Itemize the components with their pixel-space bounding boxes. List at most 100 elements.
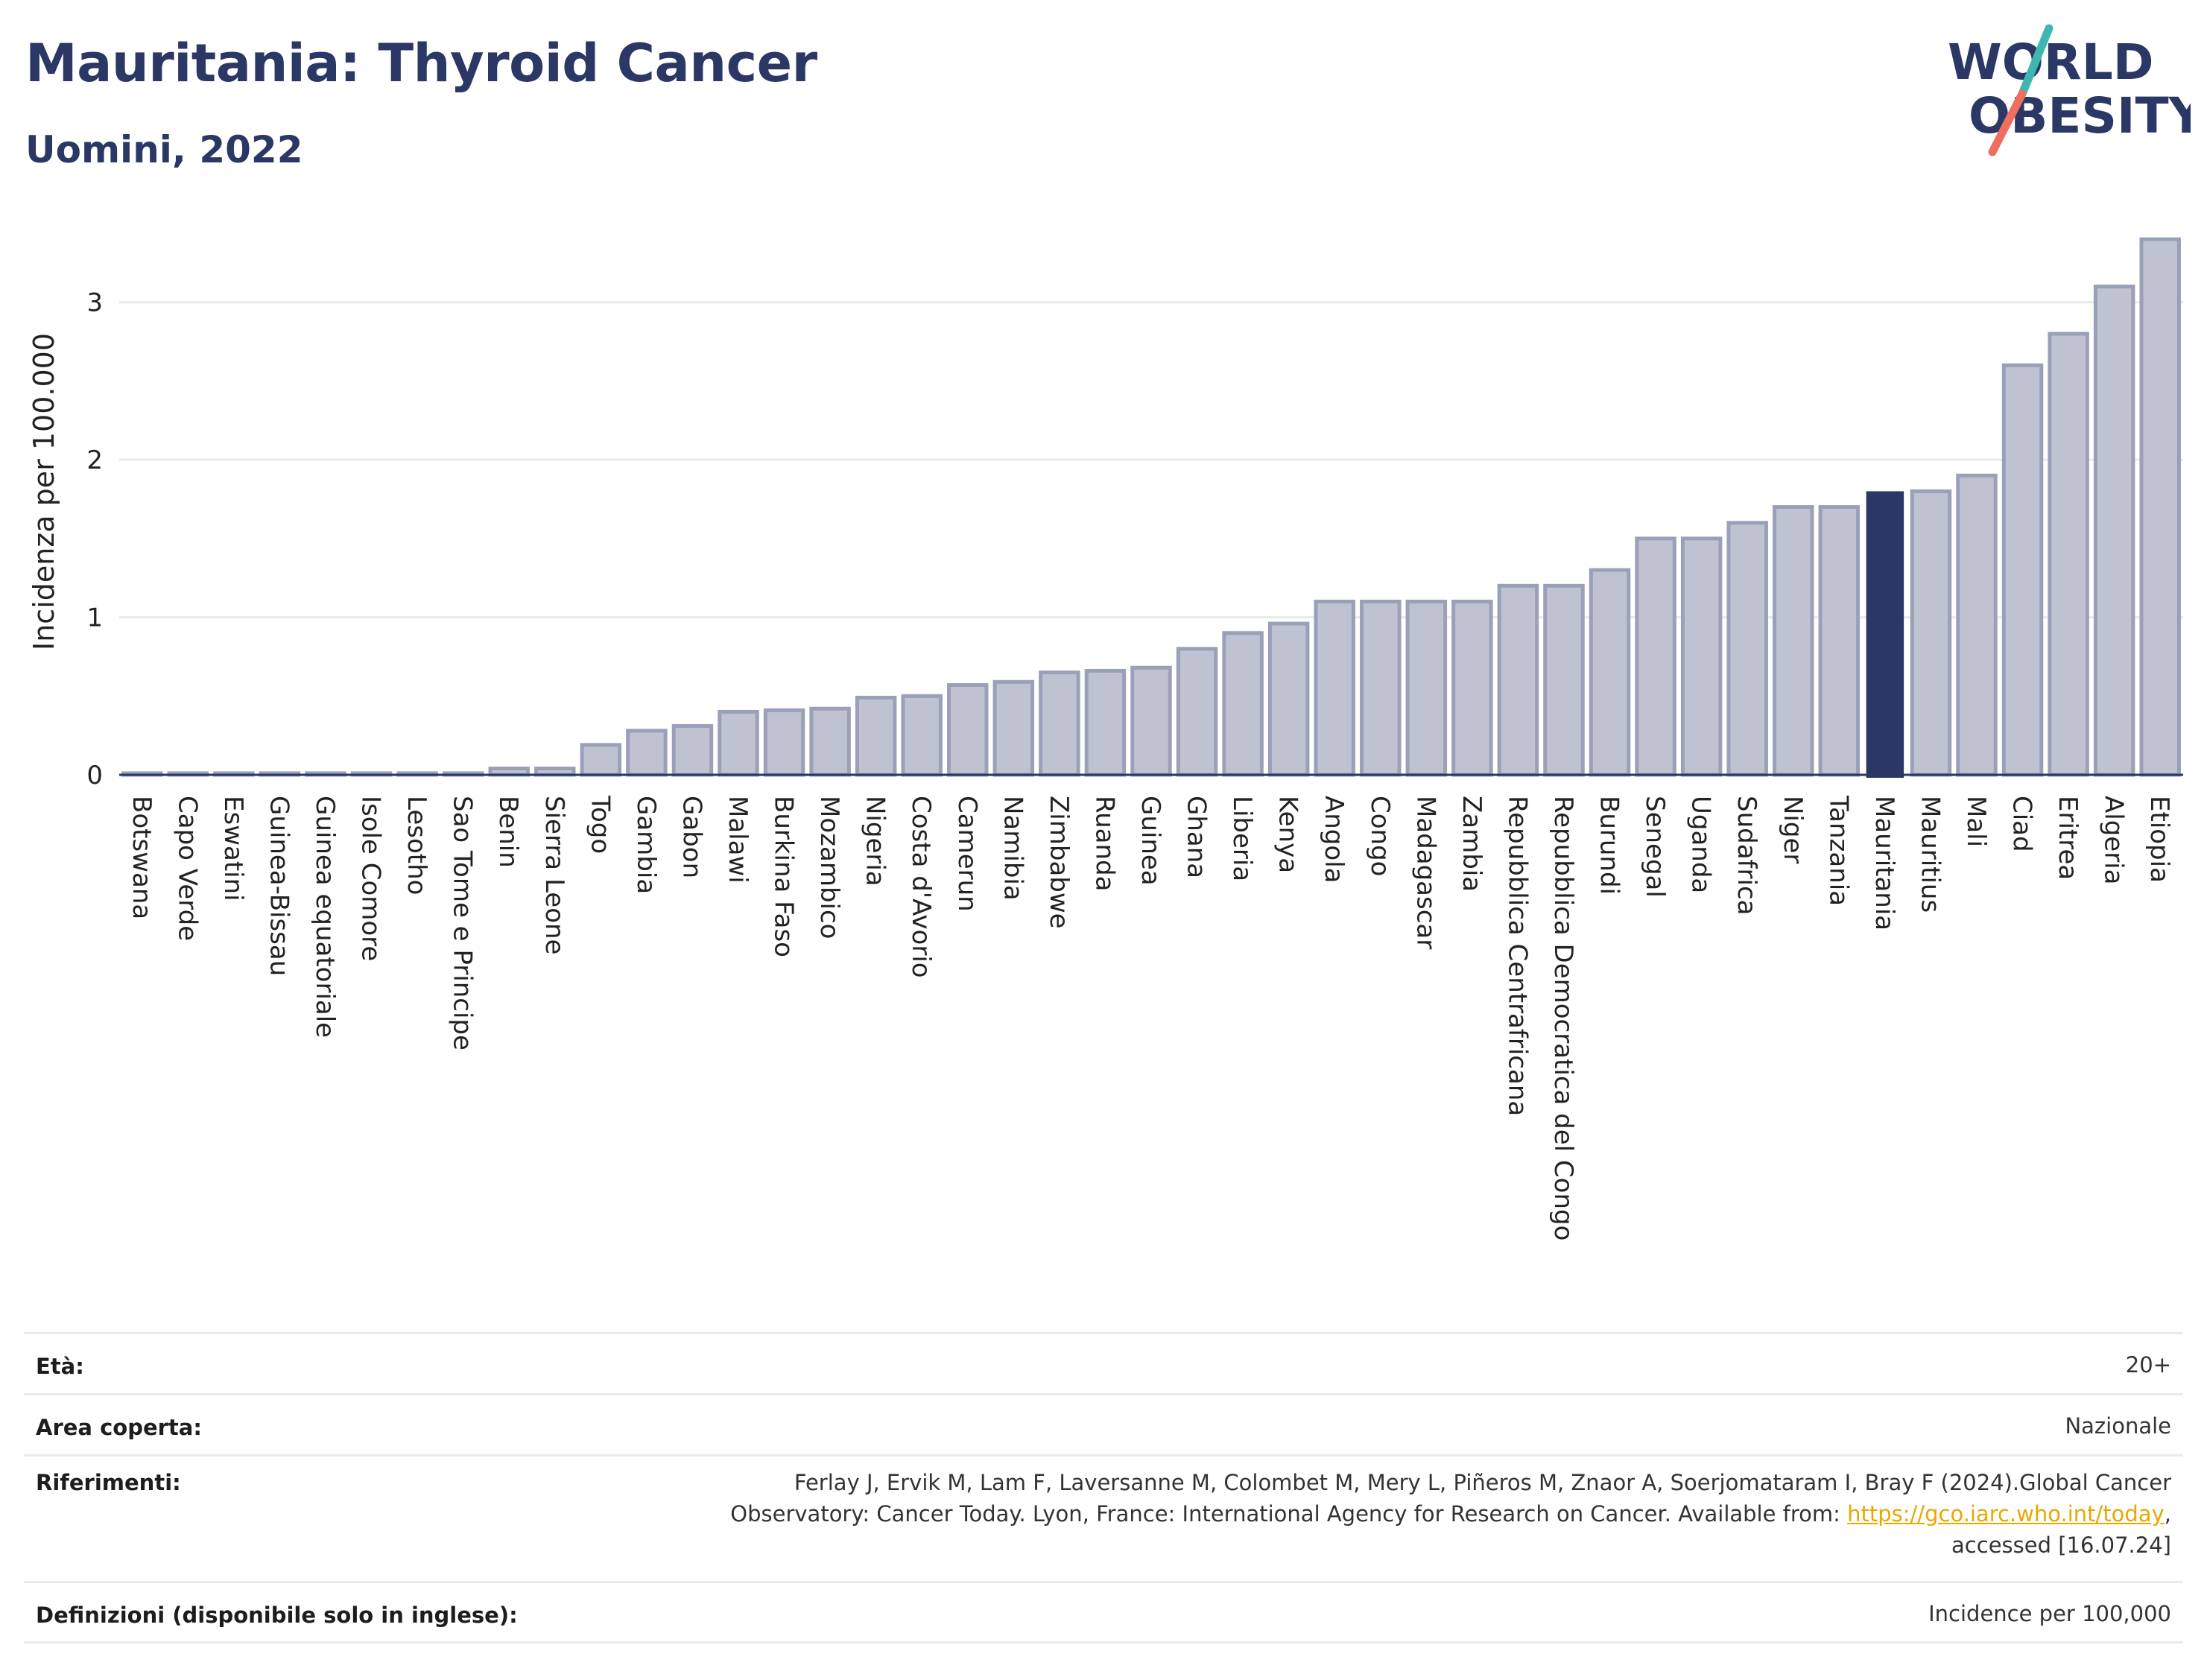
bar-niger [1773,505,1814,777]
x-tick-label: Guinea-Bissau [264,796,294,976]
bar-algeria [2093,285,2135,777]
meta-value-age: 20+ [2125,1352,2171,1378]
y-tick-label: 1 [86,603,103,633]
bar-senegal [1635,536,1676,777]
x-tick-label: Costa d'Avorio [906,796,936,978]
bar-eritrea [2048,332,2089,777]
meta-row-definitions: Definizioni (disponibile solo in inglese… [24,1581,2183,1643]
x-tick-label: Botswana [127,796,156,919]
x-tick-label: Repubblica Centrafricana [1502,796,1532,1116]
bar-mozambico [809,706,851,777]
x-tick-label: Kenya [1273,796,1303,873]
x-tick-label: Burundi [1595,796,1624,895]
meta-label-references: Riferimenti: [36,1470,181,1495]
meta-label-definitions: Definizioni (disponibile solo in inglese… [36,1603,518,1628]
x-tick-label: Ghana [1182,796,1212,878]
reference-line-2: Observatory: Cancer Today. Lyon, France:… [730,1498,2171,1530]
x-tick-label: Ciad [2007,796,2037,852]
x-tick-label: Sierra Leone [539,796,569,954]
x-tick-label: Capo Verde [172,796,202,941]
y-tick-label: 0 [86,761,103,790]
bar-togo [580,743,622,777]
bar-kenya [1267,621,1310,777]
bar-madagascar [1405,599,1448,777]
world-obesity-logo: WORLD OBESITY [1948,24,2191,156]
reference-line-2-text: Observatory: Cancer Today. Lyon, France:… [730,1501,1848,1527]
chart-subtitle: Uomini, 2022 [25,128,303,171]
bar-nigeria [855,695,897,777]
x-tick-label: Ruanda [1089,796,1119,891]
bar-zambia [1451,599,1493,777]
bar-ciad [2001,363,2044,777]
bar-mali [1956,473,1998,777]
x-tick-label: Gabon [677,796,706,878]
y-tick-label: 3 [86,288,103,318]
x-tick-label: Benin [493,796,523,868]
reference-link[interactable]: https://gco.iarc.who.int/today [1847,1501,2165,1527]
bar-mauritania [1866,491,1904,778]
x-tick-label: Camerun [952,796,982,912]
bar-mauritius [1910,489,1952,777]
logo-slash-teal [2018,24,2053,98]
x-tick-label: Niger [1778,796,1808,863]
reference-line-3: accessed [16.07.24] [1951,1532,2171,1558]
bars [121,237,2181,778]
x-tick-label: Sudafrica [1732,796,1761,915]
x-tick-label: Gambia [631,796,661,894]
meta-value-references: Ferlay J, Ervik M, Lam F, Laversanne M, … [730,1467,2183,1561]
reference-line-1: Ferlay J, Ervik M, Lam F, Laversanne M, … [794,1470,2171,1495]
x-tick-label: Nigeria [861,796,890,887]
x-tick-label: Senegal [1640,796,1670,898]
x-tick-label: Eritrea [2053,796,2083,880]
x-tick-label: Mauritania [1869,796,1899,931]
bar-liberia [1222,631,1264,777]
bar-uganda [1680,536,1723,777]
bar-congo [1360,599,1402,777]
metadata-table: Età: 20+ Area coperta: Nazionale Riferim… [24,1332,2183,1643]
meta-label-area: Area coperta: [36,1415,202,1440]
x-tick-label: Namibia [998,796,1027,901]
meta-value-area: Nazionale [2065,1413,2171,1439]
x-tick-label: Mali [1961,796,1991,847]
x-tick-label: Lesotho [402,796,431,895]
x-tick-label: Mozambico [814,796,844,939]
bar-zimbabwe [1039,671,1080,777]
bar-costa-d-avorio [901,694,943,777]
x-tick-label: Madagascar [1410,796,1440,949]
bar-namibia [992,679,1035,777]
y-axis-label: Incidenza per 100.000 [28,333,60,650]
x-tick-label: Congo [1365,796,1395,876]
bar-burundi [1589,568,1631,777]
bar-guinea [1130,665,1172,777]
x-tick-label: Mauritius [1915,796,1945,913]
bar-chart: 0 1 2 3 Botswana Capo Verde Eswatini Guinea-Bis… [28,237,2183,1240]
x-tick-label: Zambia [1457,796,1486,892]
x-tick-label: Tanzania [1823,795,1853,906]
x-tick-label: Guinea equatoriale [310,796,340,1038]
bar-ghana [1176,647,1218,777]
x-tick-label: Isole Comore [356,796,386,961]
reference-line-2-end: , [2164,1501,2171,1527]
logo-slash-coral [1988,89,2027,156]
bar-malawi [718,709,759,777]
x-tick-label: Etiopia [2144,796,2174,883]
bar-gabon [671,723,714,777]
x-tick-label: Sao Tome e Principe [448,796,478,1050]
bar-ruanda [1084,668,1127,777]
chart-title: Mauritania: Thyroid Cancer [25,33,817,94]
x-tick-label: Guinea [1136,796,1165,886]
x-tick-label: Eswatini [218,796,248,901]
x-tick-label: Burkina Faso [769,796,799,957]
meta-row-area: Area coperta: Nazionale [24,1393,2183,1454]
bar-repubblica-centrafricana [1497,583,1539,777]
x-tick-label: Malawi [723,796,753,884]
x-tick-label: Zimbabwe [1044,796,1074,929]
x-tick-label: Repubblica Democratica del Congo [1548,796,1578,1240]
bar-gambia [626,729,668,777]
meta-value-definitions: Incidence per 100,000 [1928,1601,2171,1626]
bar-etiopia [2139,237,2181,777]
x-tick-label: Algeria [2099,796,2129,884]
x-tick-label: Togo [585,795,615,854]
meta-row-age: Età: 20+ [24,1332,2183,1393]
bar-tanzania [1818,505,1861,777]
